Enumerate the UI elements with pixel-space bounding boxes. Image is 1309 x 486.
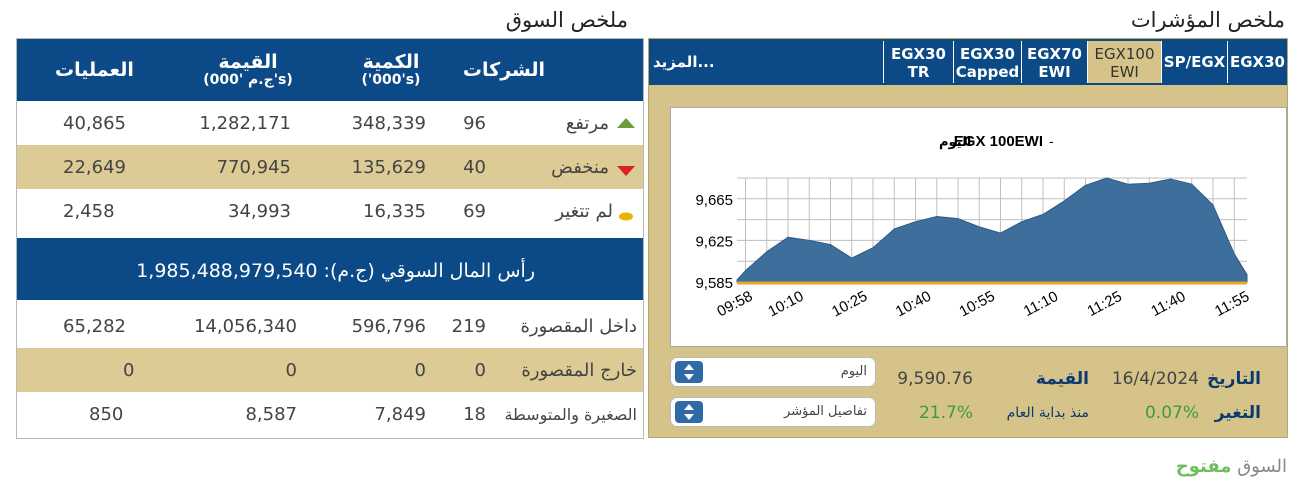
x-tick-label: 11:55: [1212, 288, 1252, 320]
x-tick-label: 11:25: [1085, 288, 1125, 320]
index-chart: EGX 100EWI - اليوم 9,585 9,625 9,665 09:58…: [670, 107, 1287, 347]
header-trades: العمليات: [55, 59, 134, 81]
table-row: مرتفع 96 348,339 1,282,171 40,865: [17, 101, 643, 145]
value-label: القيمة: [1035, 369, 1089, 389]
x-tick-label: 11:40: [1148, 288, 1188, 320]
date-label: التاريخ: [1207, 369, 1261, 389]
chart-title-dash: -: [1049, 135, 1054, 150]
date-value: 16/4/2024: [1111, 369, 1199, 389]
down-triangle-icon: [617, 166, 635, 176]
change-label: التغير: [1214, 403, 1261, 423]
indices-summary-title: ملخص المؤشرات: [1130, 8, 1285, 32]
y-tick-label: 9,665: [695, 192, 733, 209]
row-label: مرتفع: [565, 113, 609, 134]
market-cap-row: رأس المال السوقي (ج.م): 1,985,488,979,54…: [17, 238, 643, 300]
tab-egx70-ewi[interactable]: EGX70 EWI: [1021, 41, 1087, 83]
y-tick-label: 9,625: [695, 233, 733, 250]
index-value: 9,590.76: [897, 369, 973, 389]
cell-companies: 0: [474, 360, 486, 381]
table-row: الصغيرة والمتوسطة 18 7,849 8,587 850: [17, 392, 643, 436]
cell-volume: 135,629: [351, 157, 426, 178]
row-label: خارج المقصورة: [521, 360, 637, 381]
cell-trades: 65,282: [63, 316, 126, 337]
cell-value: 34,993: [228, 201, 291, 222]
x-tick-label: 09:58: [714, 288, 755, 321]
ytd-label: منذ بداية العام: [1006, 405, 1089, 421]
market-cap-text: رأس المال السوقي (ج.م): 1,985,488,979,54…: [136, 260, 535, 282]
tab-egx30-capped[interactable]: EGX30 Capped: [953, 41, 1021, 83]
table-header: الشركات الكمية ('000's) القيمة (ج.م '000…: [17, 39, 643, 101]
cell-value: 0: [285, 360, 297, 381]
cell-value: 1,282,171: [199, 113, 291, 134]
x-tick-label: 11:10: [1021, 288, 1061, 320]
cell-companies: 18: [463, 404, 486, 425]
header-companies: الشركات: [462, 59, 545, 81]
tab-egx30[interactable]: EGX30: [1227, 41, 1287, 83]
market-status-label: السوق: [1237, 456, 1287, 477]
chart-area: [736, 177, 1248, 285]
cell-companies: 219: [451, 316, 486, 337]
period-select-value: اليوم: [840, 364, 867, 379]
more-link[interactable]: المزيد...: [653, 53, 715, 71]
table-row: منخفض 40 135,629 770,945 22,649: [17, 145, 643, 189]
row-icon: [617, 160, 635, 181]
chart-subtitle: اليوم: [939, 135, 971, 150]
cell-trades: 22,649: [63, 157, 126, 178]
x-tick-label: 10:25: [829, 288, 870, 321]
cell-trades: 2,458: [63, 201, 115, 222]
cell-volume: 596,796: [351, 316, 426, 337]
tab-sp-egx[interactable]: SP/EGX: [1161, 41, 1227, 83]
x-tick-label: 10:40: [893, 288, 934, 321]
row-label: الصغيرة والمتوسطة: [504, 405, 637, 424]
cell-volume: 0: [414, 360, 426, 381]
market-summary-title: ملخص السوق: [505, 8, 628, 32]
header-volume: الكمية ('000's): [361, 51, 421, 88]
cell-trades: 0: [123, 360, 135, 381]
cell-volume: 7,849: [374, 404, 426, 425]
row-icon: [617, 112, 635, 133]
indices-tabs: EGX30 SP/EGX EGX100 EWI EGX70 EWI EGX30 Cap…: [649, 39, 1287, 85]
up-triangle-icon: [617, 118, 635, 128]
row-icon: [619, 205, 633, 226]
change-value: 0.07%: [1144, 403, 1199, 423]
cell-volume: 16,335: [363, 201, 426, 222]
index-chart-svg: EGX 100EWI - اليوم 9,585 9,625 9,665 09:58…: [695, 133, 1252, 321]
series-area: [736, 177, 1248, 283]
cell-trades: 40,865: [63, 113, 126, 134]
cell-companies: 96: [463, 113, 486, 134]
row-label: لم تتغير: [555, 201, 613, 222]
chart-xticks: 09:58 10:10 10:25 10:40 10:55 11:10 11:25 11:40…: [714, 288, 1252, 321]
cell-volume: 348,339: [351, 113, 426, 134]
chart-title: EGX 100EWI: [954, 133, 1043, 150]
market-summary-table: الشركات الكمية ('000's) القيمة (ج.م '000…: [16, 38, 644, 439]
cell-companies: 40: [463, 157, 486, 178]
ytd-value: 21.7%: [918, 403, 973, 423]
row-label: منخفض: [551, 157, 609, 178]
cell-companies: 69: [463, 201, 486, 222]
market-status: السوق مفتوح: [1176, 456, 1287, 477]
row-label: داخل المقصورة: [520, 316, 637, 337]
header-value: القيمة (ج.م '000's): [203, 51, 293, 88]
unchanged-icon: [619, 212, 633, 221]
x-tick-label: 10:10: [765, 288, 806, 321]
select-arrows-icon[interactable]: [675, 361, 703, 383]
chart-yticks: 9,585 9,625 9,665: [695, 192, 733, 292]
period-select[interactable]: اليوم: [670, 357, 876, 387]
cell-value: 8,587: [245, 404, 297, 425]
table-row: خارج المقصورة 0 0 0 0: [17, 348, 643, 392]
details-select-value: تفاصيل المؤشر: [784, 404, 867, 419]
select-arrows-icon[interactable]: [675, 401, 703, 423]
cell-value: 770,945: [216, 157, 291, 178]
tab-egx30-tr[interactable]: EGX30 TR: [883, 41, 953, 83]
x-tick-label: 10:55: [957, 288, 998, 321]
y-tick-label: 9,585: [695, 275, 733, 292]
table-row: داخل المقصورة 219 596,796 14,056,340 65,…: [17, 304, 643, 348]
cell-value: 14,056,340: [193, 316, 297, 337]
details-select[interactable]: تفاصيل المؤشر: [670, 397, 876, 427]
market-status-value: مفتوح: [1175, 456, 1232, 477]
cell-trades: 850: [89, 404, 124, 425]
indices-panel: EGX30 SP/EGX EGX100 EWI EGX70 EWI EGX30 Cap…: [648, 38, 1288, 438]
tab-egx100-ewi[interactable]: EGX100 EWI: [1087, 41, 1161, 83]
table-row: لم تتغير 69 16,335 34,993 2,458: [17, 189, 643, 233]
